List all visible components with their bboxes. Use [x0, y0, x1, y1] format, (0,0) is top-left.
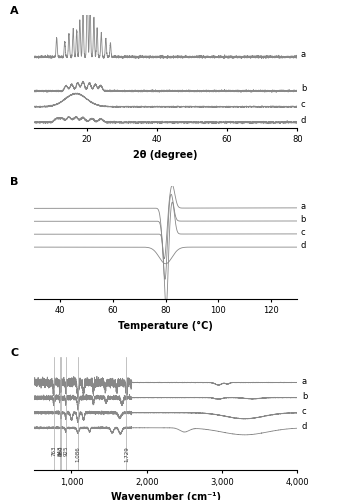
Text: 843: 843 — [57, 446, 62, 456]
Text: a: a — [301, 50, 306, 59]
Text: 925: 925 — [63, 446, 68, 456]
Text: c: c — [301, 100, 306, 109]
X-axis label: Temperature (°C): Temperature (°C) — [118, 321, 213, 331]
Text: 1,086: 1,086 — [75, 446, 80, 462]
Text: b: b — [300, 215, 306, 224]
Text: a: a — [300, 202, 305, 211]
Text: d: d — [302, 422, 307, 431]
Text: 763: 763 — [51, 446, 56, 456]
X-axis label: 2θ (degree): 2θ (degree) — [134, 150, 198, 160]
Text: c: c — [302, 406, 307, 416]
Text: a: a — [302, 376, 307, 386]
Text: C: C — [10, 348, 18, 358]
Text: c: c — [300, 228, 305, 237]
Text: 1,729: 1,729 — [124, 446, 129, 462]
Text: A: A — [10, 6, 19, 16]
X-axis label: Wavenumber (cm⁻¹): Wavenumber (cm⁻¹) — [111, 492, 221, 500]
Text: b: b — [302, 392, 307, 400]
Text: B: B — [10, 177, 19, 187]
Text: d: d — [301, 116, 306, 125]
Text: b: b — [301, 84, 306, 94]
Text: d: d — [300, 241, 306, 250]
Text: 860: 860 — [58, 446, 64, 456]
